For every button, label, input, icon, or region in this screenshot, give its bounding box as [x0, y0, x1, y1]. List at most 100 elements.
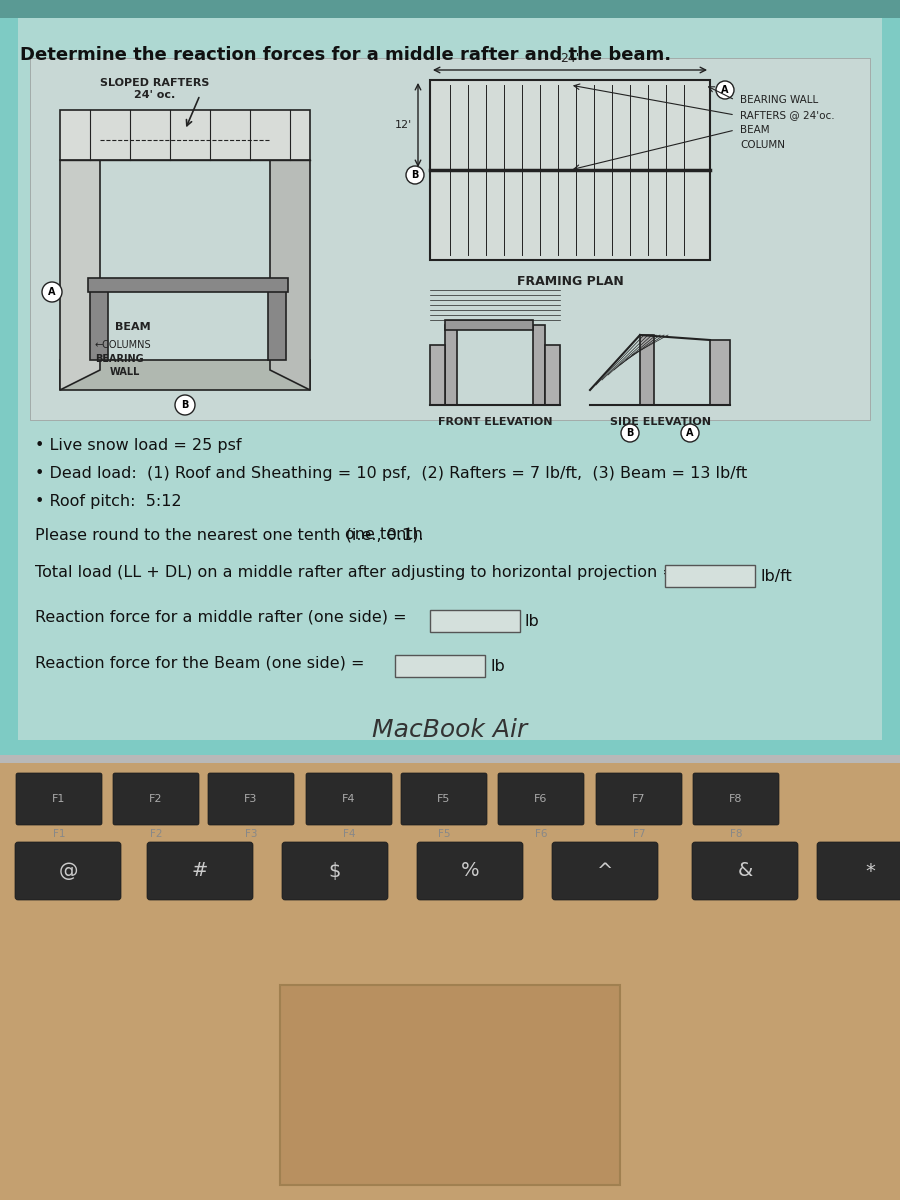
Bar	[280, 985, 620, 1186]
Text: F3: F3	[245, 829, 257, 839]
Circle shape	[681, 424, 699, 442]
Text: lb/ft: lb/ft	[760, 569, 792, 584]
FancyBboxPatch shape	[498, 773, 584, 826]
Text: ^: ^	[597, 862, 613, 881]
Text: F3: F3	[244, 794, 257, 804]
Bar	[445, 325, 457, 404]
Polygon shape	[90, 280, 108, 360]
FancyBboxPatch shape	[401, 773, 487, 826]
Text: A: A	[721, 85, 729, 95]
Polygon shape	[268, 280, 286, 360]
Text: F7: F7	[632, 794, 646, 804]
Text: BEARING WALL: BEARING WALL	[740, 95, 818, 104]
Text: F8: F8	[730, 829, 742, 839]
Bar	[430, 80, 710, 260]
FancyBboxPatch shape	[282, 842, 388, 900]
Bar	[640, 335, 654, 404]
Polygon shape	[60, 110, 310, 160]
Text: BEAM: BEAM	[740, 125, 770, 134]
Text: $: $	[328, 862, 341, 881]
Polygon shape	[60, 140, 310, 160]
Bar	[430, 346, 445, 404]
Text: B: B	[626, 428, 634, 438]
Text: F2: F2	[149, 794, 163, 804]
Text: F6: F6	[535, 794, 548, 804]
FancyBboxPatch shape	[596, 773, 682, 826]
Text: F7: F7	[633, 829, 645, 839]
Text: SLOPED RAFTERS
24' oc.: SLOPED RAFTERS 24' oc.	[100, 78, 210, 100]
Text: FRONT ELEVATION: FRONT ELEVATION	[437, 416, 553, 427]
Bar	[445, 320, 533, 330]
Text: F4: F4	[342, 794, 356, 804]
Text: • Dead load:  (1) Roof and Sheathing = 10 psf,  (2) Rafters = 7 lb/ft,  (3) Beam: • Dead load: (1) Roof and Sheathing = 10…	[35, 466, 747, 481]
FancyBboxPatch shape	[817, 842, 900, 900]
Bar	[430, 610, 520, 632]
FancyBboxPatch shape	[113, 773, 199, 826]
Text: lb: lb	[525, 614, 540, 629]
Bar	[0, 755, 900, 763]
Text: WALL: WALL	[110, 367, 140, 377]
Text: one tenth: one tenth	[345, 527, 423, 542]
FancyBboxPatch shape	[692, 842, 798, 900]
Circle shape	[175, 395, 195, 415]
Text: Total load (LL + DL) on a middle rafter after adjusting to horizontal projection: Total load (LL + DL) on a middle rafter …	[35, 565, 676, 580]
FancyBboxPatch shape	[147, 842, 253, 900]
FancyBboxPatch shape	[15, 842, 121, 900]
Text: Reaction force for a middle rafter (one side) =: Reaction force for a middle rafter (one …	[35, 610, 407, 625]
Text: • Roof pitch:  5:12: • Roof pitch: 5:12	[35, 494, 182, 509]
Polygon shape	[60, 360, 310, 390]
Text: F2: F2	[149, 829, 162, 839]
Polygon shape	[0, 0, 900, 760]
Text: B: B	[181, 400, 189, 410]
Text: F6: F6	[535, 829, 547, 839]
Text: 24': 24'	[561, 52, 580, 65]
Text: 12': 12'	[395, 120, 412, 130]
Text: Reaction force for the Beam (one side) =: Reaction force for the Beam (one side) =	[35, 655, 365, 670]
Polygon shape	[60, 140, 100, 390]
Text: &: &	[737, 862, 752, 881]
Polygon shape	[88, 278, 288, 292]
Bar	[710, 340, 730, 404]
Text: lb: lb	[490, 659, 505, 674]
Text: F1: F1	[53, 829, 65, 839]
FancyBboxPatch shape	[417, 842, 523, 900]
Text: BEARING: BEARING	[95, 354, 144, 364]
Text: F8: F8	[729, 794, 742, 804]
FancyBboxPatch shape	[306, 773, 392, 826]
Text: A: A	[686, 428, 694, 438]
Bar	[665, 565, 755, 587]
Text: RAFTERS @ 24'oc.: RAFTERS @ 24'oc.	[740, 110, 834, 120]
Text: *: *	[865, 862, 875, 881]
Text: Determine the reaction forces for a middle rafter and the beam.: Determine the reaction forces for a midd…	[20, 46, 671, 64]
Text: FRAMING PLAN: FRAMING PLAN	[517, 275, 624, 288]
FancyBboxPatch shape	[693, 773, 779, 826]
Text: ←COLUMNS: ←COLUMNS	[95, 340, 151, 350]
FancyBboxPatch shape	[16, 773, 102, 826]
Text: F4: F4	[343, 829, 356, 839]
FancyBboxPatch shape	[552, 842, 658, 900]
Polygon shape	[30, 58, 870, 420]
Polygon shape	[0, 760, 900, 1200]
Text: F1: F1	[52, 794, 66, 804]
Text: %: %	[461, 862, 480, 881]
Circle shape	[621, 424, 639, 442]
Text: #: #	[192, 862, 208, 881]
Text: @: @	[58, 862, 77, 881]
FancyBboxPatch shape	[208, 773, 294, 826]
Circle shape	[716, 80, 734, 98]
Polygon shape	[0, 0, 900, 18]
Text: A: A	[49, 287, 56, 296]
Text: • Live snow load = 25 psf: • Live snow load = 25 psf	[35, 438, 241, 452]
Bar	[545, 346, 560, 404]
Polygon shape	[270, 140, 310, 390]
Bar	[0, 763, 900, 1200]
Text: MacBook Air: MacBook Air	[373, 718, 527, 742]
Circle shape	[42, 282, 62, 302]
Bar	[395, 655, 485, 677]
Text: B: B	[411, 170, 418, 180]
Polygon shape	[18, 18, 882, 740]
Text: COLUMN: COLUMN	[740, 140, 785, 150]
Text: SIDE ELEVATION: SIDE ELEVATION	[609, 416, 710, 427]
Circle shape	[406, 166, 424, 184]
Text: F5: F5	[437, 829, 450, 839]
